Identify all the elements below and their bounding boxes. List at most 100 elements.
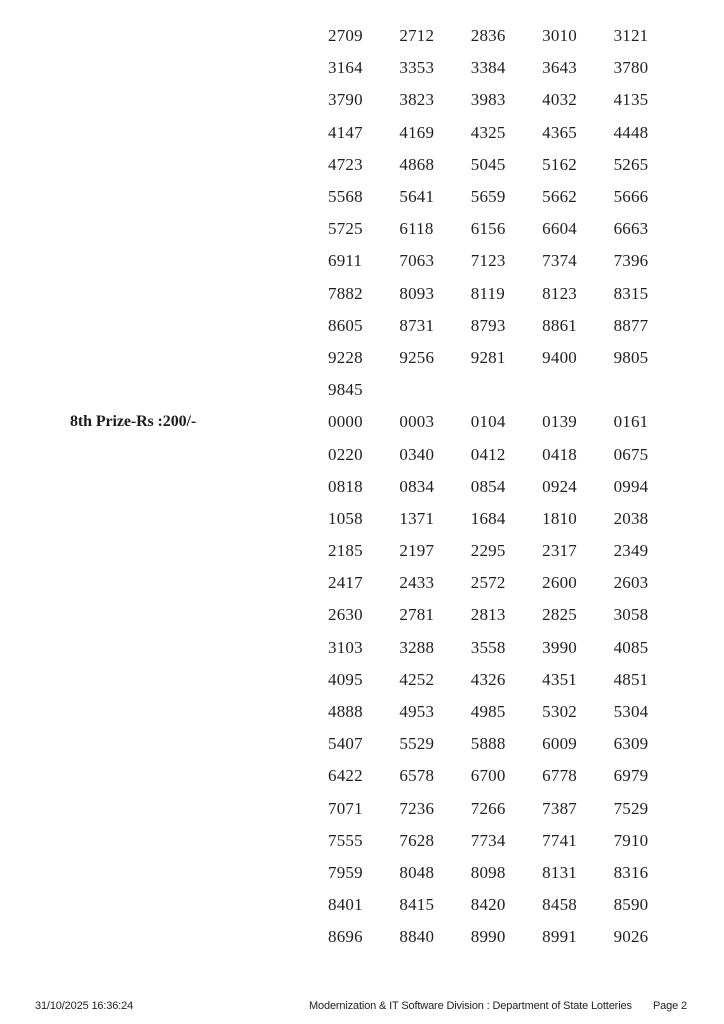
prize-number: 5725 bbox=[328, 219, 363, 239]
prize-number-row: 7555 7628 7734 7741 7910 bbox=[328, 831, 685, 851]
prize-row: 3103 3288 3558 3990 4085 bbox=[0, 632, 724, 664]
prize-number: 6700 bbox=[470, 766, 506, 786]
footer-page-number: Page 2 bbox=[653, 1000, 687, 1012]
prize-number: 2630 bbox=[328, 605, 363, 625]
prize-number: 7071 bbox=[328, 798, 363, 818]
prize-number: 8605 bbox=[328, 315, 363, 335]
prize-number: 6979 bbox=[613, 766, 649, 786]
prize-number: 7555 bbox=[328, 830, 363, 850]
prize-number-row: 0220 0340 0412 0418 0675 bbox=[328, 445, 685, 465]
prize-number: 3790 bbox=[328, 90, 363, 110]
prize-number: 4147 bbox=[328, 122, 363, 142]
prize-number: 5304 bbox=[613, 702, 649, 722]
prize-number: 0000 bbox=[328, 412, 363, 432]
prize-number: 7266 bbox=[470, 798, 506, 818]
prize-row: 8605 8731 8793 8861 8877 bbox=[0, 310, 724, 342]
prize-number: 7387 bbox=[542, 798, 577, 818]
prize-number: 9228 bbox=[328, 347, 363, 367]
prize-number-row: 4147 4169 4325 4365 4448 bbox=[328, 123, 685, 143]
prize-number: 4351 bbox=[542, 669, 577, 689]
prize-number: 4868 bbox=[399, 154, 435, 174]
prize-number: 3643 bbox=[542, 58, 577, 78]
prize-number: 2813 bbox=[470, 605, 506, 625]
prize-number: 8590 bbox=[613, 895, 649, 915]
prize-number-row: 3103 3288 3558 3990 4085 bbox=[328, 638, 685, 658]
prize-number: 0675 bbox=[613, 444, 649, 464]
prize-number: 7529 bbox=[613, 798, 649, 818]
prize-number: 7882 bbox=[328, 283, 363, 303]
prize-number: 5162 bbox=[542, 154, 577, 174]
prize-number: 2781 bbox=[399, 605, 435, 625]
prize-number-row: 7959 8048 8098 8131 8316 bbox=[328, 863, 685, 883]
prize-number: 4448 bbox=[613, 122, 649, 142]
prize-number-row: 5407 5529 5888 6009 6309 bbox=[328, 734, 685, 754]
prize-number: 8093 bbox=[399, 283, 435, 303]
prize-number: 5666 bbox=[613, 187, 649, 207]
prize-row: 9228 9256 9281 9400 9805 bbox=[0, 342, 724, 374]
prize-row: 2417 2433 2572 2600 2603 bbox=[0, 567, 724, 599]
prize-number: 0818 bbox=[328, 476, 363, 496]
prize-number-row: 8605 8731 8793 8861 8877 bbox=[328, 316, 685, 336]
prize-number: 4095 bbox=[328, 669, 363, 689]
prize-number: 5302 bbox=[542, 702, 577, 722]
prize-row: 4888 4953 4985 5302 5304 bbox=[0, 696, 724, 728]
prize-number: 7734 bbox=[470, 830, 506, 850]
prize-number-row: 9845 bbox=[328, 380, 399, 400]
prize-number: 1810 bbox=[542, 508, 577, 528]
prize-number: 4169 bbox=[399, 122, 435, 142]
prize-number: 5045 bbox=[470, 154, 506, 174]
prize-number: 6911 bbox=[328, 251, 363, 271]
prize-row: 4723 4868 5045 5162 5265 bbox=[0, 149, 724, 181]
prize-number: 5529 bbox=[399, 734, 435, 754]
prize-row: 3164 3353 3384 3643 3780 bbox=[0, 52, 724, 84]
prize-number-row: 0818 0834 0854 0924 0994 bbox=[328, 477, 685, 497]
prize-row: 5568 5641 5659 5662 5666 bbox=[0, 181, 724, 213]
prize-number: 8696 bbox=[328, 927, 363, 947]
prize-number: 7959 bbox=[328, 862, 363, 882]
prize-number: 7236 bbox=[399, 798, 435, 818]
prize-number: 4723 bbox=[328, 154, 363, 174]
prize-number: 3103 bbox=[328, 637, 363, 657]
prize-number: 8315 bbox=[613, 283, 649, 303]
prize-row: 3790 3823 3983 4032 4135 bbox=[0, 84, 724, 116]
prize-number: 3558 bbox=[470, 637, 506, 657]
prize-number: 6009 bbox=[542, 734, 577, 754]
prize-number: 2709 bbox=[328, 26, 363, 46]
prize-number: 3353 bbox=[399, 58, 435, 78]
prize-number: 5568 bbox=[328, 187, 363, 207]
prize-number-row: 5568 5641 5659 5662 5666 bbox=[328, 187, 685, 207]
prize-number-row: 0000 0003 0104 0139 0161 bbox=[328, 412, 685, 432]
prize-row: 6422 6578 6700 6778 6979 bbox=[0, 760, 724, 792]
prize-row: 2185 2197 2295 2317 2349 bbox=[0, 535, 724, 567]
prize-number-row: 7882 8093 8119 8123 8315 bbox=[328, 284, 685, 304]
prize-number: 6118 bbox=[399, 219, 434, 239]
prize-number: 5659 bbox=[470, 187, 506, 207]
prize-number: 6663 bbox=[613, 219, 649, 239]
prize-number: 0994 bbox=[613, 476, 649, 496]
prize-number-row: 2185 2197 2295 2317 2349 bbox=[328, 541, 685, 561]
prize-number-row: 2417 2433 2572 2600 2603 bbox=[328, 573, 685, 593]
prize-number-row: 3164 3353 3384 3643 3780 bbox=[328, 58, 685, 78]
prize-number: 0834 bbox=[399, 476, 435, 496]
prize-number: 3164 bbox=[328, 58, 363, 78]
prize-number: 8793 bbox=[470, 315, 506, 335]
prize-row: 1058 1371 1684 1810 2038 bbox=[0, 503, 724, 535]
prize-number: 4953 bbox=[399, 702, 435, 722]
prize-number: 3121 bbox=[613, 26, 649, 46]
prize-number: 4252 bbox=[399, 669, 435, 689]
prize-number: 8098 bbox=[470, 862, 506, 882]
prize-number: 1684 bbox=[470, 508, 506, 528]
prize-number-row: 7071 7236 7266 7387 7529 bbox=[328, 799, 685, 819]
prize-row: 7071 7236 7266 7387 7529 bbox=[0, 793, 724, 825]
prize-number: 3058 bbox=[613, 605, 649, 625]
prize-number: 8991 bbox=[542, 927, 577, 947]
prize-row: 8696 8840 8990 8991 9026 bbox=[0, 921, 724, 953]
prize-number: 4085 bbox=[613, 637, 649, 657]
prize-number: 6604 bbox=[542, 219, 577, 239]
prize-number: 2185 bbox=[328, 541, 363, 561]
prize-number: 0139 bbox=[542, 412, 577, 432]
prize-number: 3288 bbox=[399, 637, 435, 657]
prize-number-row: 6911 7063 7123 7374 7396 bbox=[328, 251, 685, 271]
prize-number: 7123 bbox=[470, 251, 506, 271]
prize-number: 3823 bbox=[399, 90, 435, 110]
